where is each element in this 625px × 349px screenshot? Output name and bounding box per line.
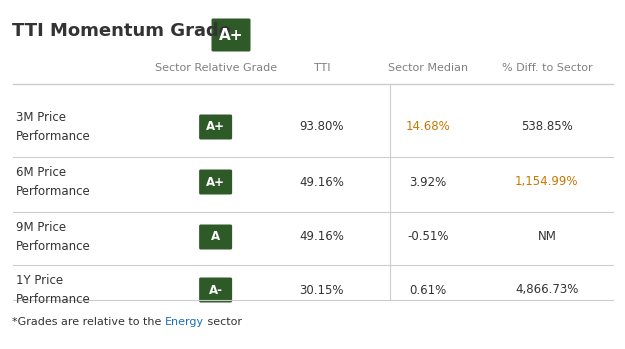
Text: Energy: Energy: [165, 317, 204, 327]
FancyBboxPatch shape: [199, 114, 232, 140]
Text: *Grades are relative to the: *Grades are relative to the: [12, 317, 165, 327]
Text: TTI Momentum Grade: TTI Momentum Grade: [12, 22, 231, 40]
Text: % Diff. to Sector: % Diff. to Sector: [501, 63, 592, 73]
Text: -0.51%: -0.51%: [408, 230, 449, 244]
Text: 30.15%: 30.15%: [299, 283, 344, 297]
Text: A+: A+: [206, 176, 225, 188]
FancyBboxPatch shape: [199, 224, 232, 250]
Text: 1,154.99%: 1,154.99%: [515, 176, 579, 188]
FancyBboxPatch shape: [199, 170, 232, 194]
Text: TTI: TTI: [314, 63, 330, 73]
Text: 49.16%: 49.16%: [299, 176, 344, 188]
FancyBboxPatch shape: [211, 18, 251, 52]
Text: A-: A-: [209, 283, 222, 297]
Text: Sector Relative Grade: Sector Relative Grade: [154, 63, 277, 73]
Text: 0.61%: 0.61%: [409, 283, 447, 297]
Text: Sector Median: Sector Median: [388, 63, 468, 73]
Text: A+: A+: [206, 120, 225, 134]
Text: 3.92%: 3.92%: [409, 176, 447, 188]
Text: A: A: [211, 230, 220, 244]
FancyBboxPatch shape: [199, 277, 232, 303]
Text: sector: sector: [204, 317, 242, 327]
Text: 3M Price
Performance: 3M Price Performance: [16, 111, 91, 143]
Text: 93.80%: 93.80%: [299, 120, 344, 134]
Text: 14.68%: 14.68%: [406, 120, 451, 134]
Text: NM: NM: [538, 230, 556, 244]
Text: 9M Price
Performance: 9M Price Performance: [16, 221, 91, 253]
Text: 538.85%: 538.85%: [521, 120, 572, 134]
Text: 1Y Price
Performance: 1Y Price Performance: [16, 274, 91, 306]
Text: 49.16%: 49.16%: [299, 230, 344, 244]
Text: 4,866.73%: 4,866.73%: [515, 283, 579, 297]
Text: 6M Price
Performance: 6M Price Performance: [16, 166, 91, 198]
Text: A+: A+: [219, 28, 243, 43]
